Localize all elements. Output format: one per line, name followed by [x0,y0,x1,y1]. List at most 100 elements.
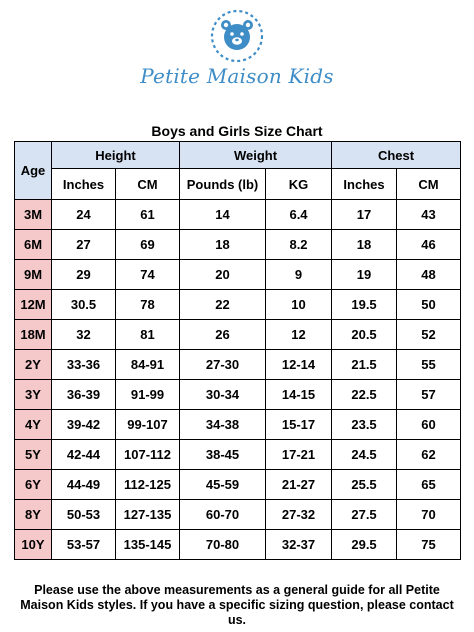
weight-kg-cell: 6.4 [265,199,333,230]
weight-lb-cell: 14 [179,199,267,230]
chest-cm-cell: 46 [396,229,462,260]
height-cm-cell: 78 [114,289,181,320]
weight-lb-cell: 30-34 [179,379,267,410]
chest-inches-cell: 22.5 [331,379,398,410]
weight-kg-cell: 32-37 [265,529,333,560]
chest-inches-cell: 29.5 [331,529,398,560]
chest-cm-cell: 62 [396,439,462,470]
table-row: 6M 27 69 18 8.2 18 46 [14,229,462,260]
weight-lb-cell: 45-59 [179,469,267,500]
chest-cm-cell: 43 [396,199,462,230]
table-row: 2Y 33-36 84-91 27-30 12-14 21.5 55 [14,349,462,380]
age-cell: 6Y [14,469,52,500]
chest-inches-cell: 17 [331,199,398,230]
height-inches-cell: 24 [51,199,116,230]
teddy-bear-icon [210,9,264,63]
height-inches-cell: 44-49 [51,469,116,500]
height-cm-cell: 135-145 [114,529,181,560]
chest-cm-cell: 57 [396,379,462,410]
height-inches-cell: 42-44 [51,439,116,470]
chest-cm-cell: 55 [396,349,462,380]
height-cm-cell: 127-135 [114,499,181,530]
weight-kg-cell: 14-15 [265,379,333,410]
age-header: Age [14,141,52,200]
age-cell: 8Y [14,499,52,530]
table-row: 10Y 53-57 135-145 70-80 32-37 29.5 75 [14,529,462,560]
height-inches-cell: 39-42 [51,409,116,440]
chest-cm-cell: 50 [396,289,462,320]
weight-lb-cell: 34-38 [179,409,267,440]
age-cell: 5Y [14,439,52,470]
weight-kg-cell: 17-21 [265,439,333,470]
age-cell: 12M [14,289,52,320]
size-chart-table: Age Height Weight Chest Inches CM Pounds… [14,141,462,560]
age-cell: 6M [14,229,52,260]
age-cell: 3Y [14,379,52,410]
height-cm-cell: 84-91 [114,349,181,380]
chest-inches-cell: 20.5 [331,319,398,350]
height-cm-cell: 99-107 [114,409,181,440]
height-inches-cell: 27 [51,229,116,260]
group-header-height: Height [50,141,181,169]
group-header-weight: Weight [179,141,333,169]
weight-kg-cell: 12-14 [265,349,333,380]
table-row: 18M 32 81 26 12 20.5 52 [14,319,462,350]
weight-kg-cell: 8.2 [265,229,333,260]
weight-lb-cell: 60-70 [179,499,267,530]
brand-logo: Petite Maison Kids [0,0,474,110]
table-row: 12M 30.5 78 22 10 19.5 50 [14,289,462,320]
chest-inches-cell: 18 [331,229,398,260]
chest-inches-cell: 23.5 [331,409,398,440]
chest-inches-cell: 25.5 [331,469,398,500]
chest-inches-cell: 27.5 [331,499,398,530]
table-row: 3M 24 61 14 6.4 17 43 [14,199,462,230]
chest-inches-cell: 19.5 [331,289,398,320]
weight-lb-cell: 26 [179,319,267,350]
weight-lb-cell: 18 [179,229,267,260]
weight-kg-cell: 10 [265,289,333,320]
age-cell: 2Y [14,349,52,380]
height-inches-cell: 29 [51,259,116,290]
unit-header-weight-kg: KG [265,168,333,200]
height-inches-cell: 50-53 [51,499,116,530]
chest-inches-cell: 21.5 [331,349,398,380]
height-cm-cell: 107-112 [114,439,181,470]
height-inches-cell: 53-57 [51,529,116,560]
table-row: 6Y 44-49 112-125 45-59 21-27 25.5 65 [14,469,462,500]
weight-lb-cell: 70-80 [179,529,267,560]
height-inches-cell: 36-39 [51,379,116,410]
table-row: 9M 29 74 20 9 19 48 [14,259,462,290]
weight-lb-cell: 20 [179,259,267,290]
weight-kg-cell: 27-32 [265,499,333,530]
height-inches-cell: 30.5 [51,289,116,320]
height-inches-cell: 32 [51,319,116,350]
chart-title: Boys and Girls Size Chart [151,123,323,139]
weight-kg-cell: 12 [265,319,333,350]
age-cell: 18M [14,319,52,350]
chest-cm-cell: 70 [396,499,462,530]
chest-cm-cell: 60 [396,409,462,440]
height-cm-cell: 112-125 [114,469,181,500]
unit-header-weight-lb: Pounds (lb) [179,168,267,200]
age-cell: 10Y [14,529,52,560]
sizing-note: Please use the above measurements as a g… [20,583,454,627]
chest-cm-cell: 75 [396,529,462,560]
age-cell: 9M [14,259,52,290]
height-cm-cell: 91-99 [114,379,181,410]
brand-name: Petite Maison Kids [140,64,334,88]
unit-header-height-inches: Inches [51,168,116,200]
unit-header-chest-cm: CM [396,168,462,200]
height-cm-cell: 61 [114,199,181,230]
chest-cm-cell: 48 [396,259,462,290]
weight-kg-cell: 21-27 [265,469,333,500]
chest-cm-cell: 65 [396,469,462,500]
chest-cm-cell: 52 [396,319,462,350]
unit-header-height-cm: CM [114,168,181,200]
age-cell: 4Y [14,409,52,440]
table-row: 8Y 50-53 127-135 60-70 27-32 27.5 70 [14,499,462,530]
chest-inches-cell: 24.5 [331,439,398,470]
chest-inches-cell: 19 [331,259,398,290]
height-cm-cell: 69 [114,229,181,260]
height-cm-cell: 81 [114,319,181,350]
age-cell: 3M [14,199,52,230]
